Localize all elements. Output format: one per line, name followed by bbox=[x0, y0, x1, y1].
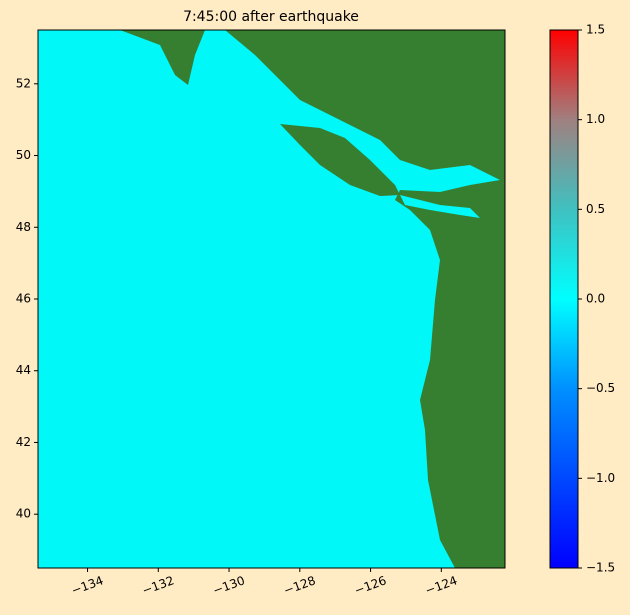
y-tick-label: 48 bbox=[16, 220, 31, 234]
x-tick-label: −128 bbox=[282, 573, 318, 597]
x-tick-label: −134 bbox=[69, 573, 105, 597]
colorbar-tick-label: 1.0 bbox=[586, 112, 605, 126]
x-tick-label: −130 bbox=[211, 573, 247, 597]
colorbar-tick-label: 0.0 bbox=[586, 292, 605, 306]
land bbox=[225, 30, 505, 568]
x-tick-label: −126 bbox=[353, 573, 389, 597]
y-tick-label: 50 bbox=[16, 148, 31, 162]
y-tick-label: 44 bbox=[16, 363, 31, 377]
land bbox=[280, 124, 400, 196]
y-tick-label: 46 bbox=[16, 292, 31, 306]
colorbar-tick-label: 1.5 bbox=[586, 23, 605, 37]
colorbar-tick-label: 0.5 bbox=[586, 202, 605, 216]
y-tick-label: 52 bbox=[16, 76, 31, 90]
colorbar-tick-label: −1.0 bbox=[586, 471, 615, 485]
x-tick-label: −124 bbox=[423, 573, 459, 597]
land bbox=[120, 30, 205, 85]
strait bbox=[400, 195, 480, 218]
map bbox=[38, 30, 505, 568]
y-tick-label: 42 bbox=[16, 435, 31, 449]
colorbar-tick-label: −0.5 bbox=[586, 381, 615, 395]
x-tick-label: −132 bbox=[140, 573, 176, 597]
colorbar-tick-label: −1.5 bbox=[586, 561, 615, 575]
y-tick-label: 40 bbox=[16, 507, 31, 521]
chart-title: 7:45:00 after earthquake bbox=[183, 9, 359, 25]
colorbar bbox=[549, 29, 579, 569]
